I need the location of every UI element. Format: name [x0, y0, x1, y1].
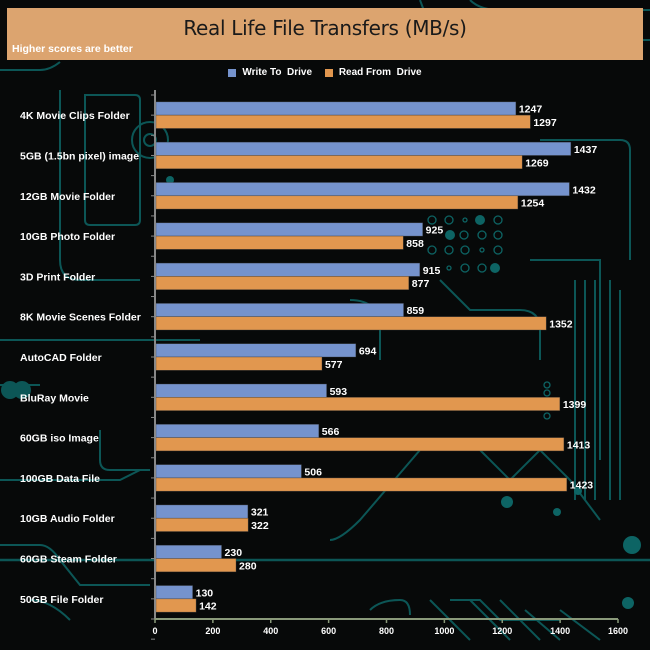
legend-swatch-write [228, 68, 237, 77]
bar-write [155, 262, 421, 277]
category-label: 12GB Movie Folder [20, 191, 115, 203]
bar-read [155, 235, 404, 250]
chart-legend: Write To Drive Read From Drive [0, 67, 650, 80]
x-tick-label: 200 [205, 626, 220, 636]
data-label: 1297 [533, 117, 557, 129]
bar-write [155, 383, 327, 398]
data-label: 1423 [570, 480, 594, 492]
data-label: 1247 [519, 104, 543, 116]
chart-title: Real Life File Transfers (MB/s) [183, 16, 467, 40]
bar-write [155, 222, 423, 237]
data-label: 577 [325, 359, 343, 371]
data-label: 1352 [549, 318, 573, 330]
category-label: 60GB iso Image [20, 433, 99, 445]
bar-write [155, 303, 404, 317]
bar-write [155, 585, 193, 600]
category-label: BluRay Movie [20, 392, 89, 404]
data-label: 130 [196, 587, 214, 599]
x-tick-label: 1000 [434, 626, 454, 636]
bar-read [155, 316, 547, 331]
data-label: 1269 [525, 157, 549, 169]
data-label: 858 [406, 238, 424, 250]
bar-write [155, 424, 320, 438]
bar-write [155, 343, 357, 358]
legend-label-write: Write To Drive [242, 67, 313, 78]
bar-read [155, 195, 519, 210]
x-tick-label: 600 [321, 626, 336, 636]
bar-write [155, 141, 572, 156]
data-label: 230 [225, 547, 243, 559]
data-label: 1437 [574, 144, 598, 156]
data-label: 694 [359, 346, 377, 358]
bar-read [155, 155, 523, 170]
data-label: 280 [239, 560, 257, 572]
bar-write [155, 504, 249, 519]
x-tick-label: 0 [152, 626, 157, 636]
data-label: 877 [412, 278, 430, 290]
data-label: 915 [423, 265, 441, 277]
legend-label-read: Read From Drive [338, 67, 422, 78]
category-label: 100GB Data File [20, 473, 100, 485]
data-label: 566 [322, 426, 340, 438]
category-label: 10GB Photo Folder [20, 231, 115, 243]
data-label: 1413 [567, 439, 591, 451]
category-label: 4K Movie Clips Folder [20, 110, 130, 122]
x-tick-label: 1200 [492, 626, 512, 636]
bar-read [155, 517, 249, 532]
bar-read [155, 397, 561, 411]
category-label: 5GB (1.5bn pixel) image [20, 150, 139, 162]
x-tick-label: 1400 [550, 626, 570, 636]
bar-read [155, 598, 197, 613]
legend-swatch-read [324, 68, 333, 77]
bar-read [155, 477, 568, 492]
title-banner: Real Life File Transfers (MB/s) Higher s… [7, 8, 643, 60]
legend-item-read: Read From Drive [324, 67, 422, 78]
x-tick-label: 800 [379, 626, 394, 636]
data-label: 1399 [563, 399, 587, 411]
data-label: 506 [304, 466, 322, 478]
data-label: 322 [251, 520, 269, 532]
x-tick-label: 400 [263, 626, 278, 636]
category-label: AutoCAD Folder [20, 352, 102, 364]
bar-write [155, 464, 302, 479]
bar-read [155, 437, 565, 452]
bar-read [155, 114, 531, 129]
category-label: 50GB File Folder [20, 594, 103, 606]
bar-read [155, 276, 410, 290]
legend-item-write: Write To Drive [228, 67, 312, 78]
data-label: 142 [199, 601, 217, 613]
data-label: 593 [330, 386, 348, 398]
category-label: 8K Movie Scenes Folder [20, 312, 141, 324]
bar-read [155, 558, 237, 573]
data-label: 1432 [572, 184, 596, 196]
category-label: 10GB Audio Folder [20, 513, 115, 525]
category-label: 3D Print Folder [20, 271, 95, 283]
chart-subtitle: Higher scores are better [12, 43, 133, 55]
data-label: 321 [251, 507, 269, 519]
data-label: 859 [407, 305, 425, 317]
category-label: 60GB Steam Folder [20, 554, 117, 566]
x-tick-label: 1600 [608, 626, 628, 636]
bar-read [155, 356, 323, 371]
bar-write [155, 544, 222, 559]
data-label: 925 [426, 225, 444, 237]
bar-write [155, 182, 570, 197]
data-label: 1254 [521, 198, 545, 210]
bar-write [155, 101, 517, 116]
